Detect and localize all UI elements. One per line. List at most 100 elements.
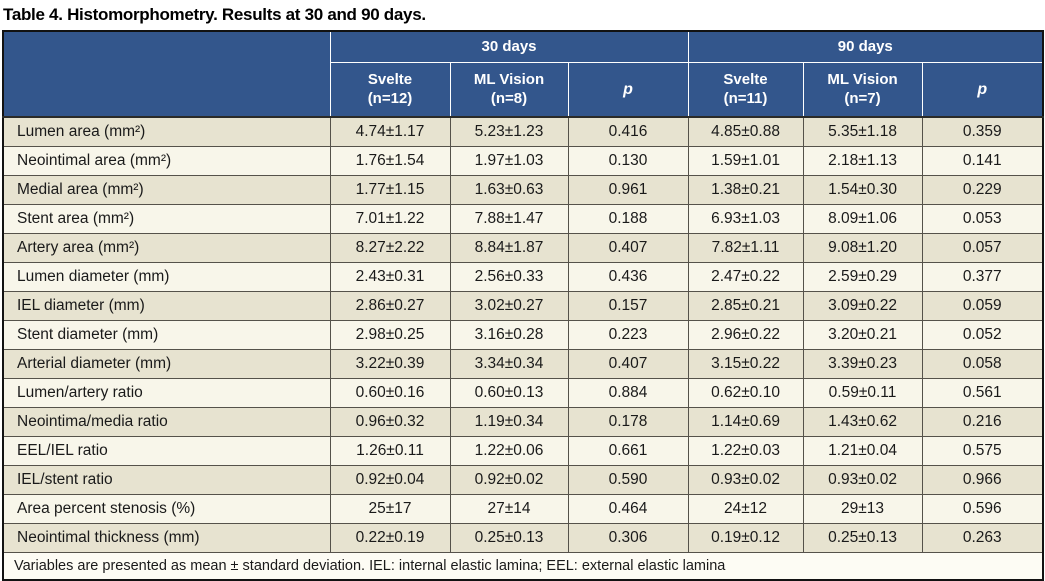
- row-label: Arterial diameter (mm): [2, 348, 331, 379]
- cell-value: 1.97±1.03: [449, 145, 569, 176]
- cell-value: 7.01±1.22: [329, 203, 451, 234]
- cell-value: 0.62±0.10: [687, 377, 804, 408]
- row-label: Lumen area (mm²): [2, 116, 331, 147]
- cell-value: 0.661: [567, 435, 689, 466]
- cell-value: 2.18±1.13: [802, 145, 923, 176]
- table-row: Artery area (mm²) 8.27±2.22 8.84±1.87 0.407…: [2, 232, 1044, 263]
- row-label: Neointimal area (mm²): [2, 145, 331, 176]
- cell-value: 0.188: [567, 203, 689, 234]
- cell-value: 2.59±0.29: [802, 261, 923, 292]
- row-label: Stent area (mm²): [2, 203, 331, 234]
- cell-value: 3.02±0.27: [449, 290, 569, 321]
- cell-value: 0.216: [921, 406, 1044, 437]
- table-row: EEL/IEL ratio 1.26±0.11 1.22±0.06 0.661 1.22…: [2, 435, 1044, 466]
- group-header-90-days: 90 days: [687, 30, 1044, 63]
- footnote-row: Variables are presented as mean ± standa…: [2, 551, 1044, 581]
- cell-value: 3.09±0.22: [802, 290, 923, 321]
- cell-value: 0.575: [921, 435, 1044, 466]
- column-header-name: Svelte: [367, 71, 413, 89]
- row-label: Neointima/media ratio: [2, 406, 331, 437]
- cell-value: 0.377: [921, 261, 1044, 292]
- cell-value: 2.56±0.33: [449, 261, 569, 292]
- table-row: Area percent stenosis (%) 25±17 27±14 0.464…: [2, 493, 1044, 524]
- cell-value: 0.053: [921, 203, 1044, 234]
- column-header-svelte-30: Svelte (n=12): [329, 61, 451, 118]
- table-row: IEL diameter (mm) 2.86±0.27 3.02±0.27 0.157…: [2, 290, 1044, 321]
- cell-value: 1.59±1.01: [687, 145, 804, 176]
- cell-value: 0.306: [567, 522, 689, 553]
- cell-value: 0.229: [921, 174, 1044, 205]
- table-row: Lumen diameter (mm) 2.43±0.31 2.56±0.33 0.4…: [2, 261, 1044, 292]
- row-label: Neointimal thickness (mm): [2, 522, 331, 553]
- cell-value: 1.76±1.54: [329, 145, 451, 176]
- cell-value: 0.961: [567, 174, 689, 205]
- cell-value: 1.54±0.30: [802, 174, 923, 205]
- row-label: Medial area (mm²): [2, 174, 331, 205]
- column-header-mlvision-90: ML Vision (n=7): [802, 61, 923, 118]
- table-row: Lumen area (mm²) 4.74±1.17 5.23±1.23 0.416 4…: [2, 116, 1044, 147]
- row-label: Artery area (mm²): [2, 232, 331, 263]
- cell-value: 0.884: [567, 377, 689, 408]
- cell-value: 0.25±0.13: [449, 522, 569, 553]
- cell-value: 0.93±0.02: [687, 464, 804, 495]
- table-row: Medial area (mm²) 1.77±1.15 1.63±0.63 0.961…: [2, 174, 1044, 205]
- column-header-n: (n=12): [367, 90, 413, 108]
- cell-value: 3.39±0.23: [802, 348, 923, 379]
- table-row: Stent area (mm²) 7.01±1.22 7.88±1.47 0.188 6…: [2, 203, 1044, 234]
- group-header-30-days: 30 days: [329, 30, 689, 63]
- cell-value: 0.141: [921, 145, 1044, 176]
- table-row: Lumen/artery ratio 0.60±0.16 0.60±0.13 0.88…: [2, 377, 1044, 408]
- column-header-p-90: p: [921, 61, 1044, 118]
- histomorphometry-table: 30 days 90 days Svelte (n=12) ML Vision …: [2, 30, 1045, 581]
- table-title: Table 4. Histomorphometry. Results at 30…: [3, 5, 426, 24]
- cell-value: 1.26±0.11: [329, 435, 451, 466]
- row-label: IEL/stent ratio: [2, 464, 331, 495]
- cell-value: 3.22±0.39: [329, 348, 451, 379]
- cell-value: 0.590: [567, 464, 689, 495]
- cell-value: 7.82±1.11: [687, 232, 804, 263]
- cell-value: 0.157: [567, 290, 689, 321]
- cell-value: 0.19±0.12: [687, 522, 804, 553]
- cell-value: 0.407: [567, 232, 689, 263]
- cell-value: 2.85±0.21: [687, 290, 804, 321]
- cell-value: 1.19±0.34: [449, 406, 569, 437]
- column-header-p-30: p: [567, 61, 689, 118]
- column-header-n: (n=8): [490, 90, 528, 108]
- cell-value: 8.27±2.22: [329, 232, 451, 263]
- cell-value: 0.057: [921, 232, 1044, 263]
- cell-value: 0.130: [567, 145, 689, 176]
- cell-value: 0.058: [921, 348, 1044, 379]
- row-label: Stent diameter (mm): [2, 319, 331, 350]
- row-label: Lumen diameter (mm): [2, 261, 331, 292]
- cell-value: 0.561: [921, 377, 1044, 408]
- cell-value: 8.84±1.87: [449, 232, 569, 263]
- empty-corner-cell: [2, 30, 331, 118]
- row-label: EEL/IEL ratio: [2, 435, 331, 466]
- cell-value: 9.08±1.20: [802, 232, 923, 263]
- cell-value: 0.407: [567, 348, 689, 379]
- cell-value: 0.22±0.19: [329, 522, 451, 553]
- table-header: 30 days 90 days Svelte (n=12) ML Vision …: [2, 30, 1044, 118]
- table-row: Neointimal area (mm²) 1.76±1.54 1.97±1.03 0…: [2, 145, 1044, 176]
- cell-value: 0.92±0.04: [329, 464, 451, 495]
- cell-value: 1.21±0.04: [802, 435, 923, 466]
- cell-value: 0.436: [567, 261, 689, 292]
- footnote: Variables are presented as mean ± standa…: [2, 551, 1044, 581]
- cell-value: 3.20±0.21: [802, 319, 923, 350]
- cell-value: 0.60±0.16: [329, 377, 451, 408]
- cell-value: 0.596: [921, 493, 1044, 524]
- cell-value: 0.059: [921, 290, 1044, 321]
- cell-value: 0.59±0.11: [802, 377, 923, 408]
- cell-value: 1.14±0.69: [687, 406, 804, 437]
- cell-value: 25±17: [329, 493, 451, 524]
- table-footer: Variables are presented as mean ± standa…: [2, 551, 1044, 581]
- cell-value: 29±13: [802, 493, 923, 524]
- cell-value: 0.359: [921, 116, 1044, 147]
- cell-value: 1.43±0.62: [802, 406, 923, 437]
- cell-value: 1.22±0.03: [687, 435, 804, 466]
- cell-value: 2.98±0.25: [329, 319, 451, 350]
- cell-value: 24±12: [687, 493, 804, 524]
- table-row: Neointima/media ratio 0.96±0.32 1.19±0.34 0…: [2, 406, 1044, 437]
- cell-value: 0.966: [921, 464, 1044, 495]
